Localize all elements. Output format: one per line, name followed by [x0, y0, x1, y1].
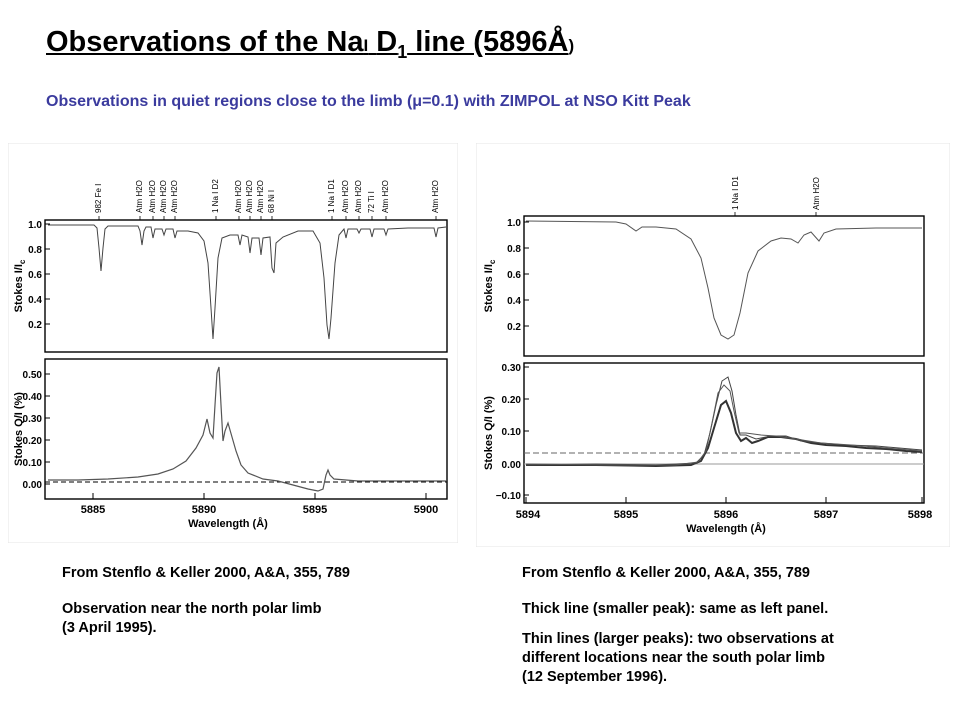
right-stokes-i-curve — [525, 220, 922, 340]
right-bottom-tick-0.10: 0.10 — [502, 427, 522, 438]
right-figure-border — [476, 143, 950, 547]
left-line-label: Atm H2O — [148, 180, 157, 213]
left-top-frame — [44, 219, 448, 353]
page-title: Observations of the NaI D1 line (5896Å) — [46, 26, 575, 62]
right-bottom-frame — [523, 362, 925, 504]
right-description-thick: Thick line (smaller peak): same as left … — [522, 601, 829, 617]
right-figure: 1.0 0.8 0.6 0.4 0.2 0.30 0.20 0.10 0.00 … — [476, 143, 950, 547]
right-x-tick-5897: 5897 — [814, 509, 838, 521]
left-stokes-q-curve — [48, 366, 446, 492]
left-description: Observation near the north polar limb (3… — [62, 601, 322, 636]
left-bottom-tick-0.10: 0.10 — [23, 458, 43, 469]
left-bottom-frame — [44, 358, 448, 500]
left-bottom-tick-0.40: 0.40 — [23, 392, 43, 403]
left-line-label: 72 Ti I — [367, 191, 376, 213]
left-line-label: Atm H2O — [431, 180, 440, 213]
left-bottom-tick-0.00: 0.00 — [23, 480, 43, 491]
left-bottom-tick-0.30: 0.30 — [23, 414, 43, 425]
right-ylabel-bottom: Stokes Q/I (%) — [483, 396, 495, 470]
left-line-label: 68 Ni I — [267, 190, 276, 213]
left-line-label: Atm H2O — [381, 180, 390, 213]
left-top-tick-0.6: 0.6 — [28, 270, 42, 281]
left-line-label: Atm H2O — [354, 180, 363, 213]
right-xlabel: Wavelength (Å) — [686, 522, 766, 535]
left-x-tick-5895: 5895 — [303, 504, 327, 516]
right-top-tick-1.0: 1.0 — [507, 218, 521, 229]
right-top-tick-0.6: 0.6 — [507, 270, 521, 281]
left-ylabel-top: Stokes I/Ic — [13, 259, 27, 312]
left-line-label: Atm H2O — [256, 180, 265, 213]
left-top-tick-0.2: 0.2 — [28, 320, 42, 331]
left-top-tick-1.0: 1.0 — [28, 220, 42, 231]
right-bottom-tick-0.00: 0.00 — [502, 460, 522, 471]
left-line-label: 1 Na I D2 — [211, 179, 220, 213]
right-top-tick-0.2: 0.2 — [507, 322, 521, 333]
right-bottom-tick--0.10: −0.10 — [496, 491, 522, 502]
left-ylabel-bottom: Stokes Q/I (%) — [13, 392, 25, 466]
right-x-tick-5895: 5895 — [614, 509, 638, 521]
right-stokes-q-thick-curve — [526, 399, 923, 468]
left-line-label: 982 Fe I — [94, 184, 103, 213]
right-stokes-q-thin-curve-2 — [525, 384, 923, 466]
left-x-tick-5890: 5890 — [192, 504, 216, 516]
left-xlabel: Wavelength (Å) — [188, 517, 268, 530]
left-bottom-tick-0.50: 0.50 — [23, 370, 43, 381]
left-x-tick-5885: 5885 — [81, 504, 105, 516]
left-top-tick-0.8: 0.8 — [28, 245, 42, 256]
page-subtitle: Observations in quiet regions close to t… — [46, 93, 691, 110]
left-line-label: 1 Na I D1 — [327, 179, 336, 213]
left-stokes-i-curve — [48, 224, 447, 340]
left-top-tick-0.4: 0.4 — [28, 295, 42, 306]
left-line-label: Atm H2O — [159, 180, 168, 213]
right-x-tick-5894: 5894 — [516, 509, 541, 521]
right-bottom-tick-0.20: 0.20 — [502, 395, 522, 406]
right-ylabel-top: Stokes I/Ic — [483, 259, 497, 312]
left-line-label: Atm H2O — [135, 180, 144, 213]
right-bottom-tick-0.30: 0.30 — [502, 363, 522, 374]
left-figure-border — [8, 143, 458, 543]
right-x-tick-5898: 5898 — [908, 509, 932, 521]
left-spectrum-plot: 1.0 0.8 0.6 0.4 0.2 0.50 0.40 0.30 0.20 … — [8, 143, 458, 543]
right-x-tick-5896: 5896 — [714, 509, 738, 521]
left-bottom-tick-0.20: 0.20 — [23, 436, 43, 447]
right-top-frame — [523, 215, 925, 357]
left-x-tick-5900: 5900 — [414, 504, 438, 516]
right-source-caption: From Stenflo & Keller 2000, A&A, 355, 78… — [522, 565, 810, 581]
right-top-tick-0.8: 0.8 — [507, 244, 521, 255]
right-line-label: Atm H2O — [812, 177, 821, 210]
left-figure: 1.0 0.8 0.6 0.4 0.2 0.50 0.40 0.30 0.20 … — [8, 143, 458, 543]
left-line-label: Atm H2O — [245, 180, 254, 213]
left-line-label: Atm H2O — [170, 180, 179, 213]
right-top-tick-0.4: 0.4 — [507, 296, 521, 307]
left-line-label: Atm H2O — [234, 180, 243, 213]
right-spectrum-plot: 1.0 0.8 0.6 0.4 0.2 0.30 0.20 0.10 0.00 … — [476, 143, 950, 547]
left-source-caption: From Stenflo & Keller 2000, A&A, 355, 78… — [62, 565, 350, 581]
right-line-label: 1 Na I D1 — [731, 176, 740, 210]
right-description-thin: Thin lines (larger peaks): two observati… — [522, 631, 834, 685]
left-line-label: Atm H2O — [341, 180, 350, 213]
